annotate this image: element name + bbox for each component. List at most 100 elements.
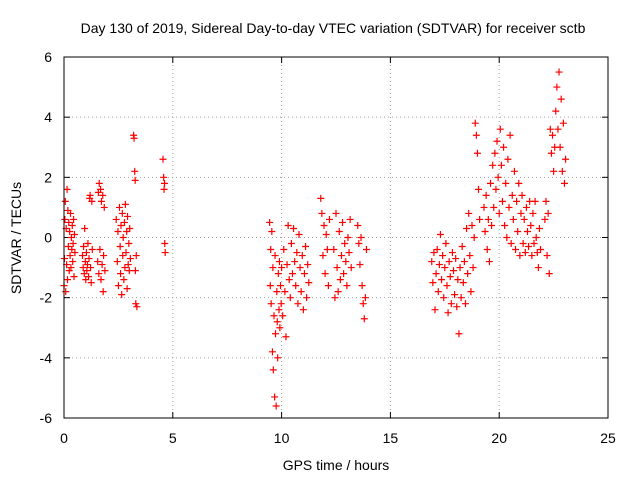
data-point (514, 227, 522, 235)
data-point (439, 252, 447, 260)
data-point (491, 149, 499, 157)
data-point (332, 209, 340, 217)
data-point (500, 143, 508, 151)
data-point (292, 282, 300, 290)
data-point (541, 215, 549, 223)
data-point (455, 330, 463, 338)
data-point (434, 288, 442, 296)
data-point (119, 252, 127, 260)
data-point (515, 179, 523, 187)
x-tick-label: 0 (60, 430, 68, 446)
data-point (483, 246, 491, 254)
data-point (71, 249, 79, 257)
data-point (460, 258, 468, 266)
data-point (67, 234, 75, 241)
data-point (285, 276, 293, 284)
data-point (121, 264, 129, 272)
data-point (501, 221, 509, 229)
data-point (522, 203, 530, 211)
data-point (523, 227, 531, 235)
data-point (117, 221, 125, 229)
data-point (557, 95, 565, 103)
data-point (432, 270, 440, 278)
chart-title: Day 130 of 2019, Sidereal Day-to-day VTE… (81, 20, 586, 36)
data-point (532, 234, 540, 241)
data-point (161, 240, 169, 248)
data-point (464, 270, 472, 278)
data-point (80, 243, 88, 251)
data-point (116, 243, 124, 251)
data-point (132, 252, 140, 260)
data-point (507, 240, 515, 248)
data-point (130, 134, 138, 142)
data-point (471, 119, 479, 127)
data-point (125, 267, 133, 275)
data-point (299, 306, 307, 314)
data-point (488, 221, 496, 229)
data-point (358, 282, 366, 290)
data-point (321, 270, 329, 278)
data-point (520, 215, 528, 223)
data-point (562, 155, 570, 163)
data-point (113, 258, 121, 266)
data-point (516, 252, 524, 260)
data-point (320, 221, 328, 229)
data-point (362, 246, 370, 254)
data-point (290, 224, 298, 232)
data-point (503, 234, 511, 241)
data-point (133, 303, 141, 311)
data-point (295, 230, 303, 238)
data-point (266, 218, 274, 226)
data-point (341, 240, 349, 248)
data-point (331, 294, 339, 302)
data-point (356, 261, 364, 269)
data-point (453, 303, 461, 311)
data-point (97, 197, 105, 205)
data-point (325, 215, 333, 223)
data-point (513, 197, 521, 205)
data-point (81, 224, 89, 232)
data-point (87, 279, 95, 287)
x-tick-labels: 0 5 10 15 20 25 (60, 430, 616, 446)
x-tick-label: 25 (600, 430, 616, 446)
data-point (272, 402, 280, 410)
data-point (118, 209, 126, 217)
data-point (120, 276, 128, 284)
data-point (84, 261, 92, 269)
data-point (433, 246, 441, 254)
data-point (492, 185, 500, 193)
data-point (124, 212, 132, 220)
data-point (485, 258, 493, 266)
data-point (291, 258, 299, 266)
data-point (468, 221, 476, 229)
data-point (62, 288, 70, 296)
data-point (64, 243, 72, 251)
data-point (115, 203, 123, 211)
data-point (446, 273, 454, 281)
data-point (359, 300, 367, 308)
data-point (121, 200, 129, 208)
data-point (559, 119, 567, 127)
data-point (284, 221, 292, 229)
data-point (94, 258, 102, 266)
plot-frame (63, 56, 609, 419)
data-point (99, 288, 107, 296)
data-point (476, 215, 484, 223)
data-point (528, 252, 536, 260)
data-point (61, 197, 69, 205)
data-point (95, 270, 103, 278)
data-point (544, 209, 552, 217)
data-point (519, 240, 527, 248)
data-point (319, 252, 327, 260)
data-point (69, 240, 77, 248)
data-point (525, 243, 533, 251)
data-point (472, 131, 480, 139)
data-point (442, 240, 450, 248)
data-point (518, 191, 526, 199)
data-point (100, 203, 108, 211)
y-tick-label: 4 (44, 109, 52, 125)
data-point (272, 330, 280, 338)
data-point (517, 209, 525, 217)
data-point (461, 300, 469, 308)
data-point (560, 179, 568, 187)
